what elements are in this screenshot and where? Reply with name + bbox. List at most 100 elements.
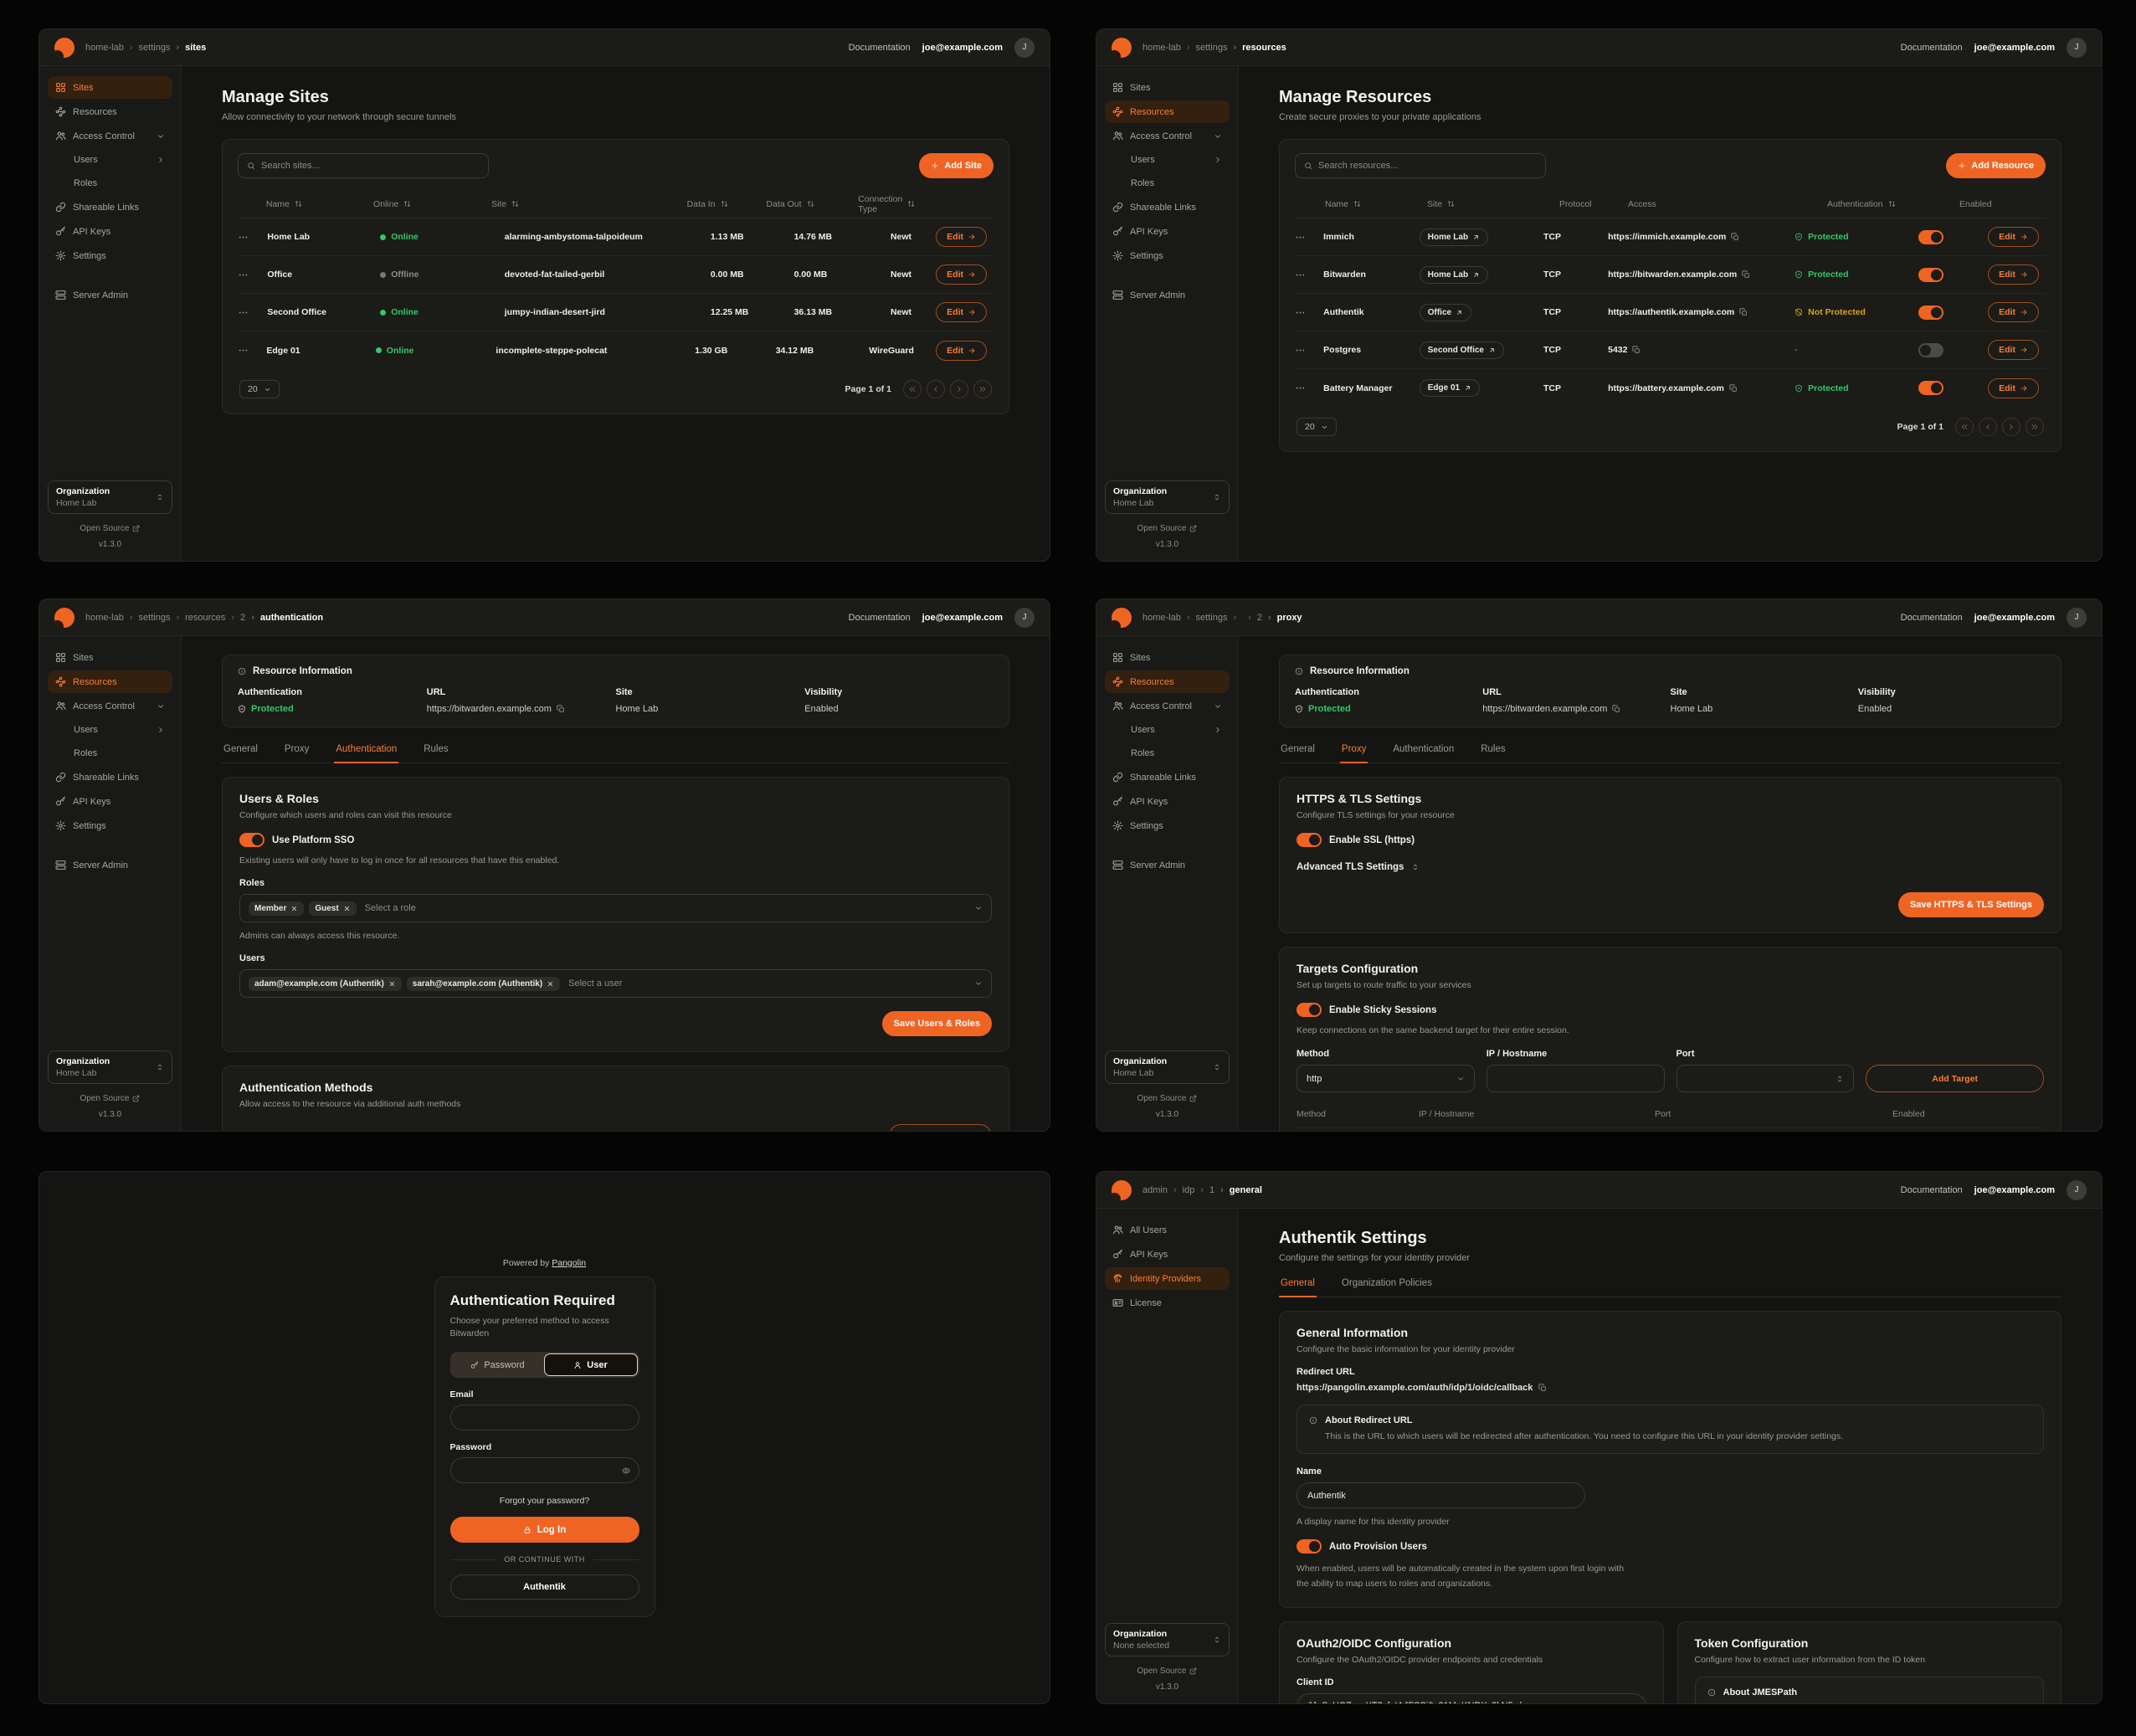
row-menu-icon[interactable] — [1295, 232, 1306, 243]
breadcrumb-item[interactable]: 2 — [1242, 613, 1262, 623]
edit-button[interactable]: Edit — [1988, 378, 2039, 398]
avatar[interactable]: J — [2067, 37, 2087, 58]
next-page-button[interactable] — [950, 380, 968, 398]
organization-selector[interactable]: Organization None selected — [1105, 1623, 1230, 1656]
method-select[interactable]: http — [1296, 1065, 1475, 1092]
site-badge[interactable]: Home Lab — [1419, 228, 1489, 246]
tab-proxy[interactable]: Proxy — [284, 744, 310, 754]
sidebar-item-server-admin[interactable]: Server Admin — [1105, 854, 1230, 876]
role-chip[interactable]: Member — [249, 901, 305, 916]
sidebar-item-all-users[interactable]: All Users — [1105, 1219, 1230, 1241]
copy-icon[interactable] — [1731, 233, 1739, 241]
close-icon[interactable] — [290, 905, 298, 912]
user-chip[interactable]: adam@example.com (Authentik) — [249, 976, 402, 991]
organization-selector[interactable]: Organization Home Lab — [48, 480, 172, 514]
breadcrumb-item[interactable]: 1 — [1194, 1185, 1214, 1195]
sidebar-item-settings[interactable]: Settings — [1105, 814, 1230, 837]
platform-sso-toggle[interactable] — [239, 833, 264, 847]
enabled-toggle[interactable] — [1918, 342, 1944, 357]
sidebar-item-license[interactable]: License — [1105, 1292, 1230, 1314]
user-chip[interactable]: sarah@example.com (Authentik) — [406, 976, 561, 991]
documentation-link[interactable]: Documentation — [1900, 1184, 1963, 1195]
sidebar-item-users[interactable]: Users — [66, 149, 172, 171]
breadcrumb-item[interactable]: idp — [1168, 1185, 1195, 1195]
sidebar-item-server-admin[interactable]: Server Admin — [48, 854, 172, 876]
sidebar-item-identity-providers[interactable]: Identity Providers — [1105, 1267, 1230, 1290]
row-menu-icon[interactable] — [1295, 383, 1306, 393]
open-source-link[interactable]: Open Source — [1105, 524, 1230, 533]
sidebar-item-server-admin[interactable]: Server Admin — [48, 284, 172, 306]
ip-hostname-input[interactable] — [1486, 1065, 1665, 1092]
copy-icon[interactable] — [1632, 346, 1641, 354]
search-input[interactable] — [261, 161, 480, 171]
col-data-in[interactable]: Data In — [687, 199, 767, 209]
sticky-sessions-toggle[interactable] — [1296, 1003, 1322, 1017]
sidebar-item-access-control[interactable]: Access Control — [48, 695, 172, 717]
client-id-field[interactable] — [1296, 1692, 1646, 1703]
sidebar-item-users[interactable]: Users — [1123, 719, 1230, 741]
sidebar-item-users[interactable]: Users — [66, 719, 172, 741]
enable-ssl-toggle[interactable] — [1296, 833, 1322, 847]
breadcrumb-item[interactable]: resources — [170, 613, 225, 623]
sidebar-item-resources[interactable]: Resources — [1105, 670, 1230, 693]
pangolin-link[interactable]: Pangolin — [552, 1257, 587, 1268]
breadcrumb-item[interactable] — [1227, 613, 1242, 623]
sidebar-item-shareable-links[interactable]: Shareable Links — [48, 766, 172, 788]
edit-button[interactable]: Edit — [1988, 265, 2039, 285]
documentation-link[interactable]: Documentation — [1900, 612, 1963, 623]
users-multiselect[interactable]: adam@example.com (Authentik) sarah@examp… — [239, 969, 992, 998]
add-target-button[interactable]: Add Target — [1866, 1065, 2044, 1092]
page-size-select[interactable]: 20 — [239, 380, 280, 398]
copy-icon[interactable] — [1742, 270, 1750, 279]
row-menu-icon[interactable] — [1295, 345, 1306, 356]
row-menu-icon[interactable] — [238, 307, 249, 318]
port-stepper[interactable] — [1676, 1065, 1855, 1092]
sidebar-item-sites[interactable]: Sites — [1105, 76, 1230, 99]
copy-icon[interactable] — [1538, 1384, 1547, 1392]
site-badge[interactable]: Edge 01 — [1419, 379, 1481, 397]
prev-page-button[interactable] — [1979, 418, 1997, 436]
tab-general[interactable]: General — [1281, 744, 1315, 754]
sidebar-item-shareable-links[interactable]: Shareable Links — [48, 196, 172, 218]
edit-button[interactable]: Edit — [1988, 227, 2039, 247]
organization-selector[interactable]: Organization Home Lab — [48, 1050, 172, 1084]
prev-page-button[interactable] — [927, 380, 945, 398]
add-resource-button[interactable]: Add Resource — [1946, 153, 2046, 178]
breadcrumb-item[interactable]: home-lab — [1142, 612, 1181, 623]
authentik-sso-button[interactable]: Authentik — [449, 1574, 639, 1600]
row-menu-icon[interactable] — [238, 232, 249, 243]
sidebar-item-api-keys[interactable]: API Keys — [48, 790, 172, 813]
log-in-button[interactable]: Log In — [449, 1517, 639, 1543]
breadcrumb-item[interactable]: settings — [1181, 43, 1228, 53]
documentation-link[interactable]: Documentation — [1900, 42, 1963, 53]
site-badge[interactable]: Office — [1419, 303, 1472, 321]
sidebar-item-roles[interactable]: Roles — [1131, 178, 1155, 188]
organization-selector[interactable]: Organization Home Lab — [1105, 1050, 1230, 1084]
open-source-link[interactable]: Open Source — [1105, 1094, 1230, 1103]
sidebar-item-resources[interactable]: Resources — [48, 670, 172, 693]
edit-button[interactable]: Edit — [936, 340, 987, 361]
enabled-toggle[interactable] — [1918, 229, 1944, 244]
site-badge[interactable]: Second Office — [1419, 341, 1504, 359]
col-data-out[interactable]: Data Out — [767, 199, 859, 209]
breadcrumb-item[interactable]: admin — [1142, 1184, 1168, 1195]
enabled-toggle[interactable] — [1918, 267, 1944, 282]
next-page-button[interactable] — [2002, 418, 2020, 436]
col-online[interactable]: Online — [373, 199, 491, 209]
first-page-button[interactable] — [1955, 418, 1974, 436]
breadcrumb-item[interactable]: settings — [124, 43, 171, 53]
tab-organization-policies[interactable]: Organization Policies — [1341, 1278, 1432, 1288]
open-source-link[interactable]: Open Source — [48, 524, 172, 533]
breadcrumb-item[interactable]: 2 — [225, 613, 245, 623]
email-field[interactable] — [449, 1405, 639, 1431]
forgot-password-link[interactable]: Forgot your password? — [499, 1496, 590, 1507]
breadcrumb-item[interactable]: home-lab — [1142, 42, 1181, 53]
row-menu-icon[interactable] — [238, 345, 249, 356]
sidebar-item-users[interactable]: Users — [1123, 149, 1230, 171]
open-source-link[interactable]: Open Source — [1105, 1667, 1230, 1676]
eye-icon[interactable] — [622, 1466, 630, 1475]
sidebar-item-sites[interactable]: Sites — [48, 646, 172, 669]
col-authentication[interactable]: Authentication — [1827, 199, 1959, 209]
tab-general[interactable]: General — [223, 744, 258, 754]
sidebar-item-server-admin[interactable]: Server Admin — [1105, 284, 1230, 306]
